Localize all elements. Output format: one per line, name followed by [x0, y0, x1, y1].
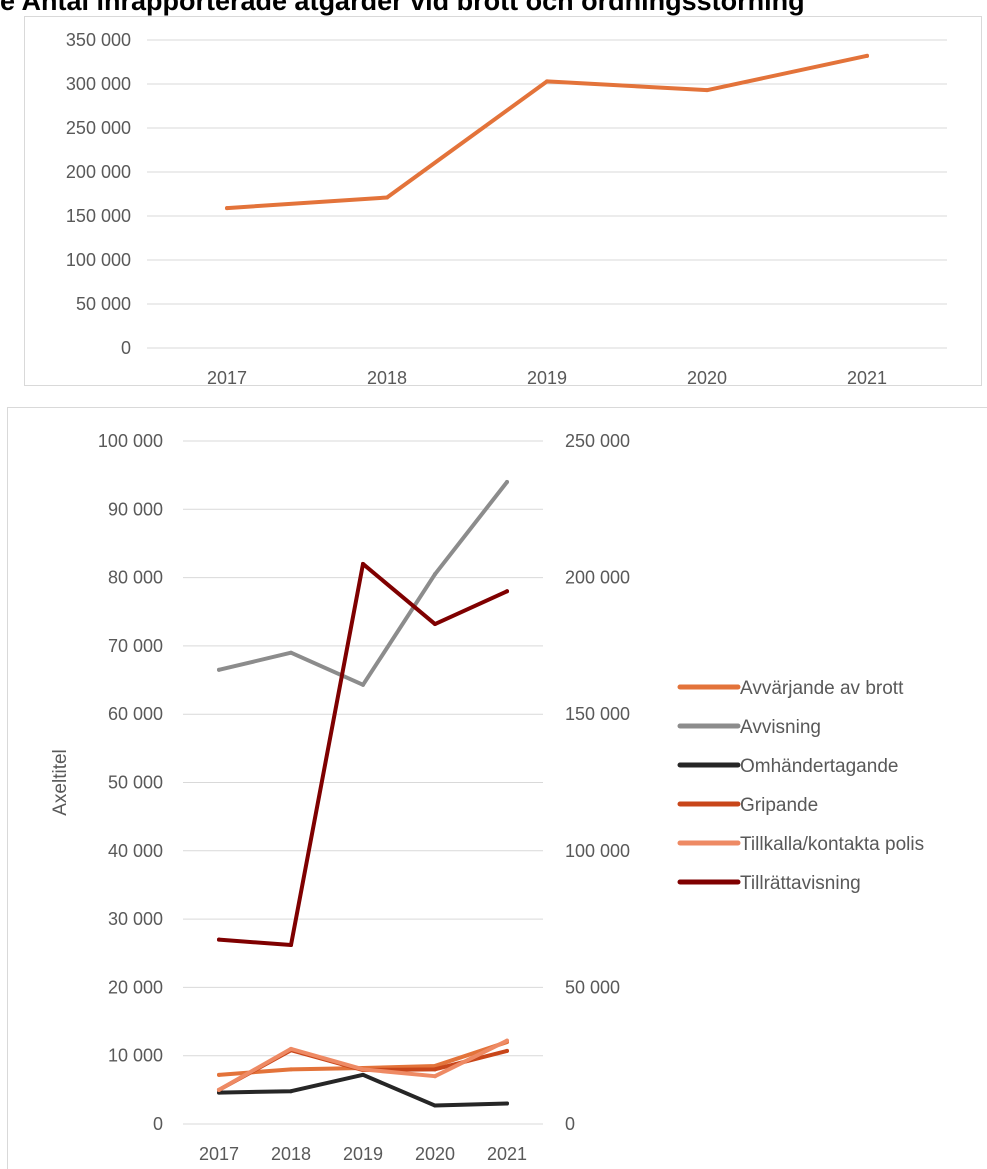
- y-tick-label: 20 000: [108, 977, 163, 997]
- y-tick-label: 250 000: [66, 118, 131, 138]
- data-point: [289, 650, 293, 655]
- y2-tick-label: 100 000: [565, 841, 630, 861]
- data-point: [505, 1101, 509, 1106]
- y-tick-label: 60 000: [108, 704, 163, 724]
- legend-label: Gripande: [740, 795, 818, 816]
- series-line: [217, 1038, 509, 1092]
- series-line: [217, 561, 509, 948]
- data-point: [217, 937, 221, 942]
- y-tick-label: 40 000: [108, 841, 163, 861]
- data-point: [505, 1048, 509, 1053]
- data-point: [433, 1063, 437, 1068]
- legend-label: Tillkalla/kontakta polis: [740, 834, 924, 855]
- top-line-chart: 0 50 000 100 000 150 000 200 000 250 000 300 0…: [66, 30, 947, 388]
- y-tick-label: 70 000: [108, 636, 163, 656]
- data-point: [361, 1072, 365, 1077]
- data-point: [505, 1038, 509, 1043]
- data-point: [361, 1067, 365, 1072]
- data-point: [385, 195, 389, 200]
- y-tick-label: 150 000: [66, 206, 131, 226]
- y-tick-label: 100 000: [98, 431, 163, 451]
- series-line: [225, 53, 869, 211]
- page-heading: e Antal inrapporterade åtgärder vid brot…: [0, 0, 805, 16]
- x-tick-label: 2020: [415, 1144, 455, 1164]
- y2-tick-label: 50 000: [565, 977, 620, 997]
- legend-label: Avvärjande av brott: [740, 678, 904, 699]
- data-point: [433, 1067, 437, 1072]
- chart-panel-bottom: 0 10 000 20 000 30 000 40 000 50 000 60 000 70 …: [7, 407, 987, 1169]
- x-tick-label: 2020: [687, 368, 727, 388]
- chart-panel-top: 0 50 000 100 000 150 000 200 000 250 000 300 0…: [24, 16, 982, 388]
- data-point: [289, 1046, 293, 1051]
- y-tick-label: 10 000: [108, 1046, 163, 1066]
- data-point: [433, 572, 437, 577]
- x-tick-label: 2018: [271, 1144, 311, 1164]
- data-point: [289, 1067, 293, 1072]
- x-tick-label: 2019: [343, 1144, 383, 1164]
- data-point: [217, 1072, 221, 1077]
- y-tick-label: 90 000: [108, 499, 163, 519]
- y-tick-label: 200 000: [66, 162, 131, 182]
- y-tick-label: 50 000: [108, 773, 163, 793]
- y-tick-label: 30 000: [108, 909, 163, 929]
- data-point: [217, 667, 221, 672]
- data-point: [361, 682, 365, 687]
- series-line: [217, 1072, 509, 1108]
- data-point: [361, 561, 365, 566]
- data-point: [505, 589, 509, 594]
- data-point: [433, 1074, 437, 1079]
- y-tick-label: 350 000: [66, 30, 131, 50]
- y2-tick-label: 200 000: [565, 568, 630, 588]
- y2-tick-label: 0: [565, 1114, 575, 1134]
- y-tick-label: 0: [153, 1114, 163, 1134]
- x-tick-label: 2021: [487, 1144, 527, 1164]
- y-tick-label: 0: [121, 338, 131, 358]
- legend-label: Avvisning: [740, 717, 821, 738]
- y-tick-label: 80 000: [108, 568, 163, 588]
- data-point: [225, 206, 229, 211]
- x-tick-label: 2021: [847, 368, 887, 388]
- series-line: [217, 479, 509, 687]
- data-point: [289, 1089, 293, 1094]
- y-axis-title: Axeltitel: [50, 749, 71, 816]
- legend-label: Omhändertagande: [740, 756, 898, 777]
- x-tick-label: 2017: [207, 368, 247, 388]
- data-point: [505, 479, 509, 484]
- y-tick-label: 50 000: [76, 294, 131, 314]
- y-tick-label: 100 000: [66, 250, 131, 270]
- x-tick-label: 2019: [527, 368, 567, 388]
- x-tick-label: 2018: [367, 368, 407, 388]
- bottom-line-chart: 0 10 000 20 000 30 000 40 000 50 000 60 000 70 …: [50, 431, 924, 1164]
- data-point: [865, 53, 869, 58]
- y2-tick-label: 250 000: [565, 431, 630, 451]
- data-point: [545, 79, 549, 84]
- y-tick-label: 300 000: [66, 74, 131, 94]
- x-tick-label: 2017: [199, 1144, 239, 1164]
- y2-tick-label: 150 000: [565, 704, 630, 724]
- data-point: [289, 943, 293, 948]
- legend-label: Tillrättavisning: [740, 873, 861, 894]
- data-point: [705, 88, 709, 93]
- data-point: [433, 622, 437, 627]
- data-point: [433, 1103, 437, 1108]
- data-point: [217, 1087, 221, 1092]
